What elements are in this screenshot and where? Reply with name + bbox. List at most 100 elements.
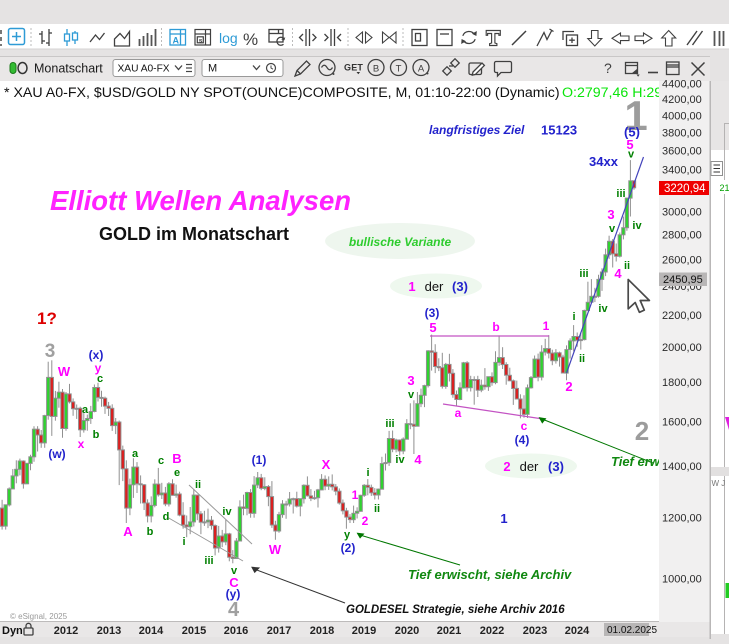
svg-text:4: 4 [614,266,622,281]
svg-text:a: a [455,406,462,420]
svg-text:ii: ii [579,353,585,365]
svg-text:a: a [132,448,139,460]
svg-text:2800,00: 2800,00 [662,230,702,242]
svg-text:1200,00: 1200,00 [662,512,702,524]
svg-text:iv: iv [222,506,232,518]
svg-text:B: B [172,451,181,466]
svg-text:3: 3 [607,207,614,222]
svg-text:GET: GET [344,63,363,73]
svg-text:2022: 2022 [480,625,504,637]
svg-text:3000,00: 3000,00 [662,207,702,219]
svg-text:e: e [174,467,180,479]
svg-text:(2): (2) [341,541,356,555]
svg-text:2017: 2017 [267,625,291,637]
svg-text:Elliott Wellen Analysen: Elliott Wellen Analysen [50,185,351,216]
svg-text:4: 4 [228,599,240,621]
svg-text:2: 2 [635,416,649,446]
svg-text:iii: iii [579,268,588,280]
svg-text:1: 1 [352,488,359,502]
svg-text:b: b [147,526,154,538]
svg-text:W: W [269,542,282,557]
svg-text:iii: iii [616,188,625,200]
svg-text:log: log [219,30,238,46]
svg-text:v: v [609,223,616,235]
svg-text:(1): (1) [252,453,267,467]
svg-text:1: 1 [408,279,415,294]
svg-text:iv: iv [395,454,405,466]
svg-text:3800,00: 3800,00 [662,128,702,140]
svg-text:b: b [492,320,499,334]
svg-text:v: v [628,149,635,161]
svg-text:W: W [58,364,71,379]
svg-text:3220,94: 3220,94 [664,183,706,195]
svg-text:2016: 2016 [224,625,248,637]
svg-text:2012: 2012 [54,625,78,637]
svg-text:b: b [93,429,100,441]
svg-text:(x): (x) [89,348,104,362]
svg-text:4: 4 [414,452,422,467]
svg-text:5: 5 [429,320,436,335]
svg-text:A: A [173,36,180,46]
svg-text:Dyn: Dyn [2,625,23,637]
svg-text:B: B [373,64,379,75]
svg-text:i: i [572,311,575,323]
svg-text:2600,00: 2600,00 [662,254,702,266]
svg-text:iv: iv [632,220,642,232]
svg-text:ii: ii [195,479,201,491]
svg-text:W J: W J [712,479,726,488]
svg-text:1: 1 [543,319,550,333]
svg-text:1800,00: 1800,00 [662,377,702,389]
svg-text:x: x [78,437,85,451]
svg-text:a: a [82,404,89,416]
svg-text:bullische Variante: bullische Variante [349,235,452,249]
svg-text:iv: iv [598,303,608,315]
svg-text:v: v [408,389,415,401]
svg-text:3: 3 [407,373,414,388]
svg-text:%: % [243,30,258,49]
svg-text:M: M [208,63,217,75]
svg-text:4400,00: 4400,00 [662,79,702,91]
svg-text:3: 3 [45,341,56,362]
svg-text:2020: 2020 [395,625,419,637]
svg-text:iii: iii [204,555,213,567]
svg-text:2: 2 [362,514,369,528]
svg-text:ii: ii [624,260,630,272]
svg-text:* XAU A0-FX, $USD/GOLD NY SPOT: * XAU A0-FX, $USD/GOLD NY SPOT(OUNCE)COM… [4,85,560,101]
svg-text:ii: ii [374,503,380,515]
svg-text:c: c [521,419,528,433]
svg-text:2024: 2024 [565,625,590,637]
svg-text:s: s [199,37,203,44]
svg-text:GOLD im Monatschart: GOLD im Monatschart [99,224,289,244]
svg-text:X: X [322,457,331,472]
svg-text:i: i [366,467,369,479]
svg-text:34xx: 34xx [589,154,619,169]
svg-text:(3): (3) [548,459,564,474]
svg-text:(4): (4) [515,433,530,447]
svg-text:(5): (5) [624,125,640,140]
svg-text:(3): (3) [425,306,440,320]
svg-text:A: A [123,524,133,539]
svg-text:2018: 2018 [310,625,334,637]
svg-text:GOLDESEL Strategie, siehe Arch: GOLDESEL Strategie, siehe Archiv 2016 [346,604,565,616]
svg-text:y: y [344,529,351,541]
svg-text:d: d [163,511,170,523]
svg-text:2: 2 [503,459,510,474]
svg-text:1: 1 [500,511,507,526]
svg-text:1600,00: 1600,00 [662,416,702,428]
svg-text:01.02.2025: 01.02.2025 [607,625,657,636]
svg-text:1000,00: 1000,00 [662,573,702,585]
svg-text:© eSignal, 2025: © eSignal, 2025 [10,612,68,621]
svg-text:2019: 2019 [352,625,376,637]
svg-text:langfristiges Ziel: langfristiges Ziel [429,123,525,137]
svg-text:3400,00: 3400,00 [662,165,702,177]
svg-text:1?: 1? [37,309,57,328]
svg-text:2013: 2013 [97,625,121,637]
svg-text:der: der [425,279,444,294]
svg-text:(w): (w) [48,447,65,461]
svg-text:2021: 2021 [437,625,461,637]
svg-text:2200,00: 2200,00 [662,310,702,322]
svg-text:?: ? [604,60,612,76]
svg-text:XAU A0-FX: XAU A0-FX [118,64,170,75]
svg-text:Tief erwischt, siehe Archiv: Tief erwischt, siehe Archiv [408,567,572,582]
svg-text:15123: 15123 [541,123,577,138]
